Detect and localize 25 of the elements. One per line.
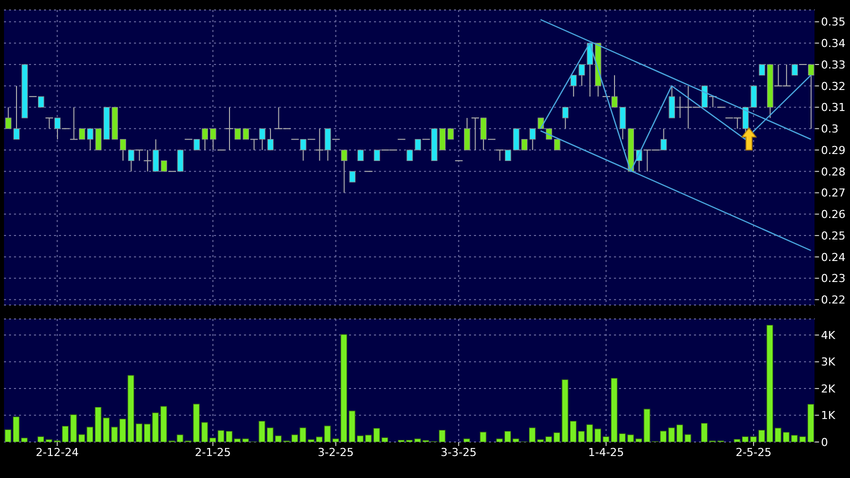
y-tick-label: 4K <box>821 328 836 342</box>
y-tick-label: 3K <box>821 356 836 369</box>
y-tick-label: 0.28 <box>821 165 846 178</box>
y-tick-label: 0.29 <box>821 144 846 157</box>
x-tick-label: 2-5-25 <box>736 446 772 459</box>
y-tick-label: 0.3 <box>821 122 838 136</box>
x-tick-label: 2-1-25 <box>194 446 231 459</box>
y-tick-label: 0.31 <box>821 101 846 114</box>
y-tick-label: 2K <box>821 382 836 396</box>
y-tick-label: 0.24 <box>821 250 846 264</box>
x-tick-label: 3-3-25 <box>440 446 477 459</box>
y-tick-label: 0.32 <box>821 80 846 93</box>
y-tick-label: 0.23 <box>821 272 846 286</box>
y-tick-label: 0 <box>821 436 828 449</box>
y-tick-label: 0.33 <box>821 58 846 72</box>
y-tick-label: 0.25 <box>821 229 846 242</box>
y-tick-label: 0.22 <box>821 294 846 307</box>
y-tick-label: 0.26 <box>821 208 846 222</box>
y-tick-label: 0.35 <box>821 16 846 29</box>
y-tick-label: 1K <box>821 409 836 422</box>
y-tick-label: 0.27 <box>821 186 846 200</box>
x-tick-label: 1-4-25 <box>588 446 624 459</box>
x-tick-label: 3-2-25 <box>318 446 354 459</box>
y-tick-label: 0.34 <box>821 37 846 50</box>
x-tick-label: 2-12-24 <box>36 446 79 459</box>
